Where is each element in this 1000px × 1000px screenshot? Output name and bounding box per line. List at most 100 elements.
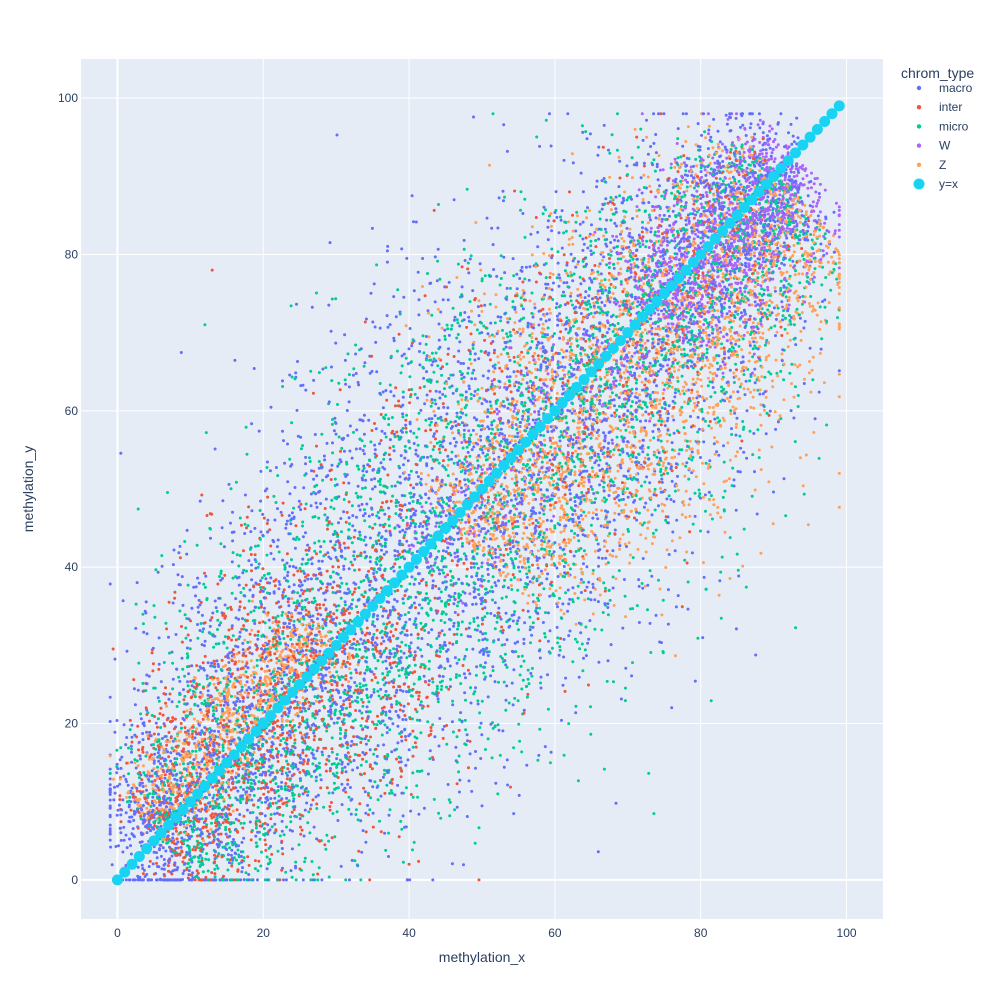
data-point [294, 524, 298, 528]
data-point [662, 461, 666, 465]
data-point [300, 599, 304, 603]
data-point [461, 609, 465, 613]
data-point [435, 521, 439, 525]
data-point [329, 478, 333, 481]
data-point [462, 318, 466, 322]
data-point [368, 748, 372, 752]
data-point [402, 295, 406, 299]
data-point [465, 574, 469, 578]
data-point [141, 622, 145, 626]
data-point [672, 500, 676, 503]
data-point [527, 361, 531, 364]
data-point [429, 729, 433, 733]
data-point [526, 677, 530, 681]
data-point [606, 602, 610, 606]
data-point [169, 759, 173, 763]
data-point [818, 265, 822, 268]
data-point [477, 540, 481, 544]
data-point [684, 247, 688, 251]
data-point [606, 386, 610, 390]
data-point [330, 836, 334, 840]
data-point [482, 463, 486, 467]
data-point [355, 684, 359, 688]
data-point [554, 492, 558, 496]
data-point [682, 347, 686, 351]
data-point [141, 681, 145, 685]
data-point [522, 711, 526, 715]
data-point [302, 617, 306, 621]
data-point [822, 381, 826, 385]
data-point [351, 524, 355, 528]
data-point [233, 358, 237, 362]
data-point [185, 709, 189, 713]
data-point [571, 279, 575, 283]
data-point [375, 649, 379, 653]
data-point [245, 569, 248, 573]
data-point [245, 808, 249, 812]
data-point [681, 462, 685, 466]
data-point [665, 269, 668, 273]
data-point [259, 697, 263, 701]
data-point [555, 566, 559, 570]
data-point [477, 638, 481, 642]
data-point [597, 455, 601, 459]
data-point [430, 417, 434, 421]
data-point [758, 392, 762, 396]
data-point [490, 420, 494, 424]
data-point [334, 297, 338, 301]
data-point [429, 726, 433, 729]
data-point [613, 221, 617, 225]
data-point [646, 608, 649, 612]
data-point [678, 364, 682, 368]
data-point [680, 174, 684, 178]
data-point [194, 746, 198, 749]
data-point [347, 680, 351, 683]
data-point [196, 605, 200, 609]
data-point [795, 296, 799, 300]
data-point [700, 461, 704, 465]
data-point [374, 340, 378, 344]
data-point [490, 406, 493, 410]
data-point [682, 385, 686, 389]
data-point [501, 421, 505, 425]
data-point [374, 667, 378, 670]
data-point [613, 528, 617, 532]
data-point [666, 322, 670, 326]
data-point [165, 743, 169, 747]
data-point [595, 398, 599, 402]
data-point [457, 537, 460, 541]
data-point [740, 439, 744, 443]
data-point [280, 819, 284, 823]
data-point [415, 470, 419, 474]
data-point [827, 301, 831, 305]
data-point [622, 485, 626, 489]
data-point [412, 582, 416, 586]
data-point [381, 501, 384, 505]
data-point [274, 801, 278, 805]
data-point [237, 583, 241, 587]
data-point [319, 502, 323, 506]
data-point [812, 275, 816, 279]
data-point [368, 536, 372, 540]
data-point [687, 503, 691, 507]
data-point [706, 147, 710, 151]
data-point [229, 742, 233, 746]
data-point [712, 222, 716, 226]
data-point [269, 544, 273, 548]
data-point [315, 552, 318, 556]
data-point [225, 732, 229, 736]
data-point [782, 227, 786, 231]
data-point [401, 426, 405, 430]
data-point [447, 280, 451, 284]
data-point [567, 220, 570, 224]
data-point [677, 166, 681, 170]
data-point [690, 388, 694, 392]
data-point [741, 278, 745, 282]
data-point [284, 522, 288, 526]
data-point [399, 649, 403, 653]
data-point [472, 445, 476, 449]
data-point [544, 470, 548, 474]
data-point [480, 402, 484, 406]
data-point [477, 515, 481, 519]
data-point [672, 347, 676, 351]
